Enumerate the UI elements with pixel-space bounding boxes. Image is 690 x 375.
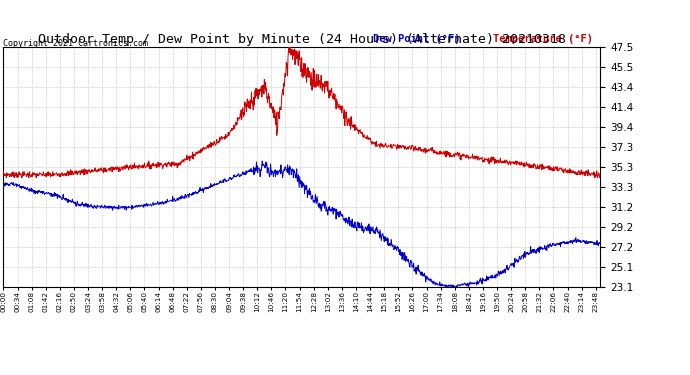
Text: Temperature (°F): Temperature (°F): [493, 34, 593, 44]
Title: Outdoor Temp / Dew Point by Minute (24 Hours) (Alternate) 20210318: Outdoor Temp / Dew Point by Minute (24 H…: [38, 33, 566, 46]
Text: Copyright 2021 Cartronics.com: Copyright 2021 Cartronics.com: [3, 39, 148, 48]
Text: Dew Point (°F): Dew Point (°F): [373, 34, 461, 44]
